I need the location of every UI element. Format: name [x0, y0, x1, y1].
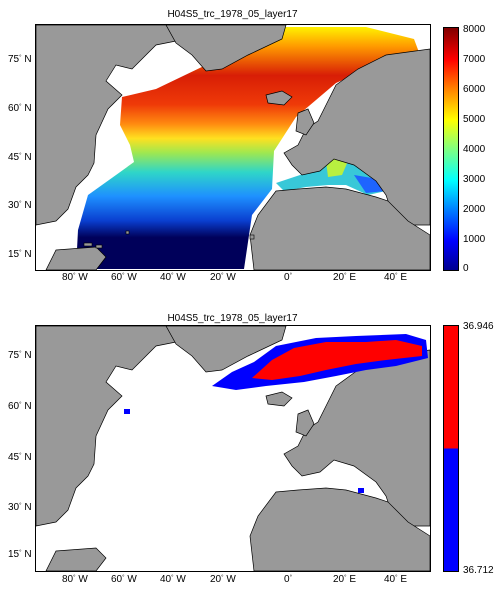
- bottom-map: [35, 325, 431, 572]
- british-isles-land: [295, 108, 315, 136]
- bottom-colorbar: [443, 325, 459, 572]
- iceland-land: [265, 90, 293, 106]
- mediterranean-field: [276, 161, 386, 195]
- top-map-title: H04S5_trc_1978_05_layer17: [167, 9, 298, 20]
- tracer-field: [76, 27, 420, 269]
- south-america-land: [45, 246, 107, 270]
- british-isles-land: [295, 409, 315, 437]
- red-region: [252, 340, 422, 380]
- top-map: [35, 24, 431, 271]
- greenland-land: [165, 326, 287, 373]
- bottom-map-title: H04S5_trc_1978_05_layer17: [167, 313, 298, 324]
- iceland-land: [265, 391, 293, 407]
- south-america-land: [45, 547, 107, 571]
- north-america-land: [36, 25, 197, 226]
- north-america-land: [36, 326, 197, 527]
- top-colorbar: [443, 27, 459, 271]
- greenland-land: [165, 25, 287, 72]
- africa-land: [249, 487, 430, 571]
